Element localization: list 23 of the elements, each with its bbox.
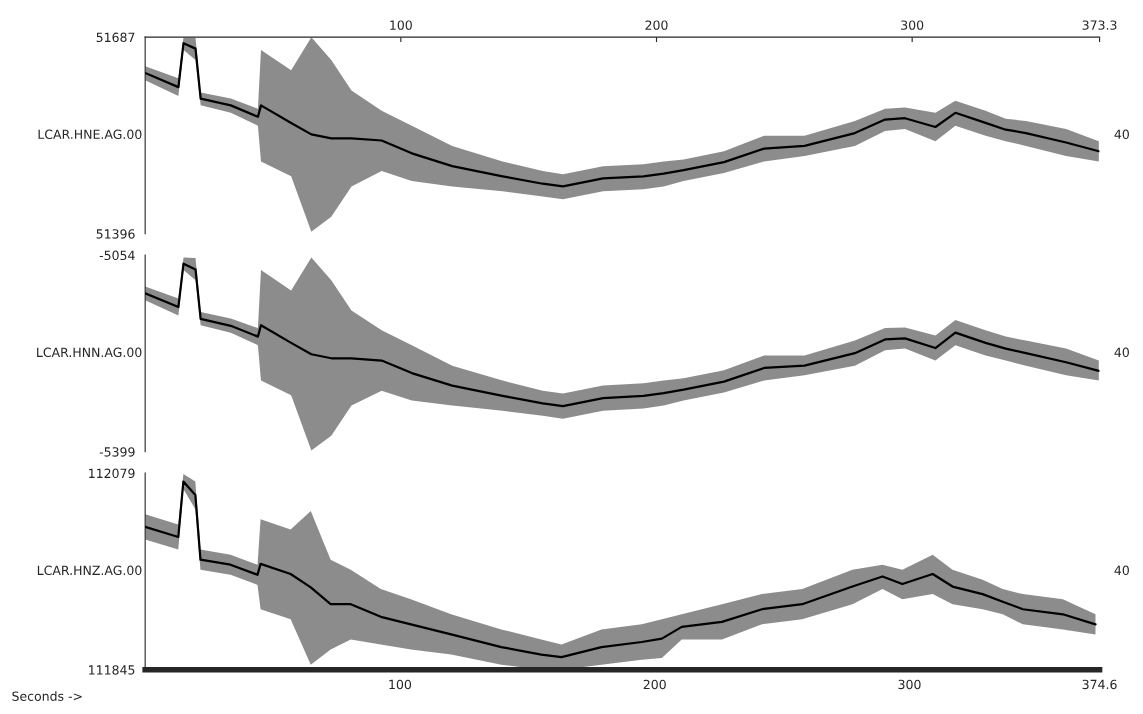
x-tick-label: 100: [389, 679, 412, 690]
y-axis-title: LCAR.HNZ.AG.00: [37, 565, 142, 576]
x-tick-label: 200: [643, 679, 666, 690]
y-axis-title: LCAR.HNE.AG.00: [38, 129, 142, 140]
y-axis-title: LCAR.HNN.AG.00: [37, 347, 142, 358]
text: 40: [1114, 347, 1129, 358]
y-tick-label: 112079: [89, 468, 135, 479]
x-tick-label: 373.3: [1082, 20, 1117, 30]
x-tick-label: 200: [645, 20, 668, 30]
text: 40: [1114, 565, 1129, 576]
y-tick-label: -5399: [99, 447, 135, 457]
x-tick-label: 300: [901, 20, 924, 30]
x-axis-title: Seconds ->: [12, 691, 82, 701]
y-tick-label: 51396: [96, 229, 135, 239]
y-tick-label: 111845: [89, 665, 135, 675]
x-tick-label: 300: [898, 679, 921, 690]
y-tick-label: -5054: [99, 250, 135, 261]
x-tick-label: 100: [390, 20, 412, 30]
x-tick-label: 374.6: [1082, 679, 1117, 690]
line-series: [145, 42, 1100, 188]
y-tick-label: 51687: [96, 32, 135, 43]
text: 40: [1114, 129, 1129, 140]
line-series: [145, 262, 1100, 408]
